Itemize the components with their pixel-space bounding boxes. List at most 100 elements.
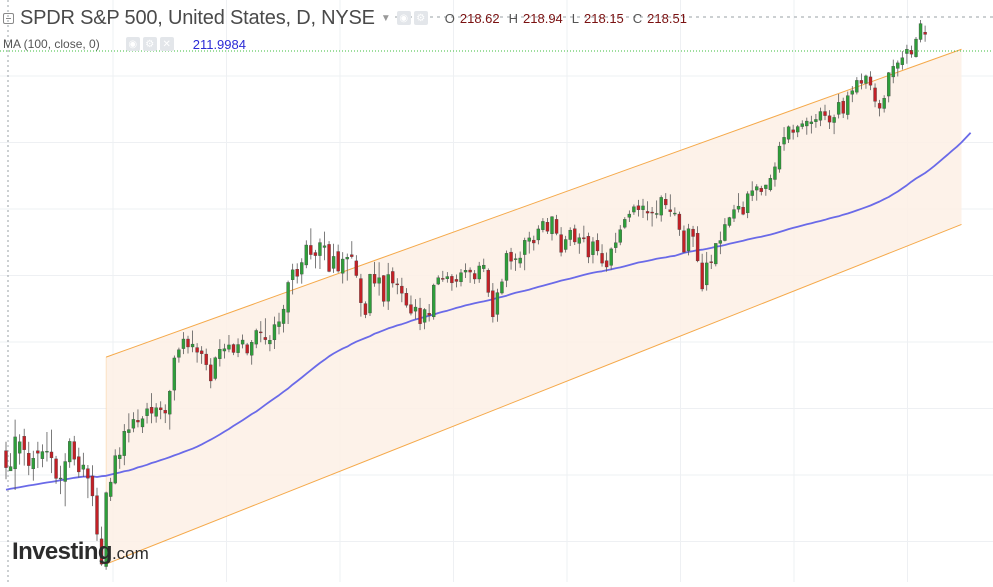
candle-down	[86, 464, 90, 499]
candle-body	[818, 111, 823, 121]
candle-body	[240, 339, 245, 345]
candle-body	[231, 344, 236, 353]
candle-body	[263, 337, 268, 340]
candle-body	[732, 209, 736, 219]
ma-indicator-label[interactable]: MA (100, close, 0)	[3, 37, 100, 51]
candle-up	[254, 328, 258, 349]
candle-body	[195, 347, 199, 353]
candle-body	[536, 228, 541, 241]
candle-body	[40, 451, 45, 459]
candle-down	[77, 447, 81, 478]
candle-down	[259, 321, 263, 343]
candle-down	[709, 254, 713, 270]
candle-body	[300, 262, 304, 275]
candle-up	[368, 273, 372, 317]
candle-body	[550, 216, 554, 234]
candle-up	[805, 117, 809, 135]
open-value: 218.62	[459, 10, 500, 26]
candle-body	[504, 253, 509, 281]
candle-down	[454, 274, 459, 288]
candle-up	[686, 223, 691, 256]
candle-body	[873, 87, 877, 102]
candle-up	[800, 120, 804, 130]
candle-up	[750, 181, 754, 202]
candle-down	[27, 441, 31, 476]
candle-body	[54, 458, 58, 479]
candle-body	[709, 261, 713, 263]
candle-up	[523, 237, 527, 271]
candle-down	[823, 104, 827, 121]
candle-body	[363, 303, 368, 315]
candle-body	[400, 285, 404, 294]
candle-down	[395, 278, 399, 295]
candle-body	[650, 211, 654, 214]
candle-body	[541, 221, 545, 230]
candle-down	[486, 268, 490, 297]
candle-up	[896, 60, 900, 77]
candle-up	[8, 453, 13, 472]
channel-upper-line	[105, 48, 962, 358]
candle-body	[304, 244, 308, 266]
candle-body	[773, 166, 777, 180]
candle-body	[472, 273, 477, 280]
candle-down	[645, 201, 650, 221]
candle-body	[645, 211, 650, 214]
candle-body	[491, 290, 495, 318]
candle-body	[409, 304, 413, 314]
candle-up	[290, 263, 295, 295]
candle-down	[372, 261, 377, 287]
candle-down	[859, 73, 864, 90]
candle-up	[623, 217, 627, 229]
candle-up	[786, 125, 791, 144]
candle-up	[550, 216, 554, 241]
candle-body	[268, 340, 272, 345]
candle-body	[827, 115, 832, 123]
candle-body	[673, 212, 677, 215]
investing-logo[interactable]: Investing .com	[12, 538, 149, 566]
candle-body	[741, 206, 745, 215]
candle-up	[641, 198, 645, 218]
high-label: H	[508, 10, 519, 26]
candle-down	[595, 233, 600, 256]
ma-remove-icon[interactable]: ✕	[159, 37, 174, 51]
candle-down	[199, 346, 204, 364]
candle-up	[914, 37, 918, 58]
symbol-settings-icon[interactable]: ⚙	[413, 11, 428, 25]
candle-body	[413, 306, 418, 312]
candle-body	[168, 391, 172, 415]
candle-up	[140, 416, 145, 434]
symbol-title[interactable]: SPDR S&P 500, United States, D, NYSE	[20, 6, 375, 29]
candle-up	[322, 231, 327, 261]
candle-up	[654, 200, 659, 219]
candlestick-series	[4, 19, 927, 570]
candle-body	[823, 111, 827, 116]
candle-up	[832, 114, 836, 135]
candle-up	[68, 438, 72, 468]
candle-up	[495, 288, 500, 322]
symbol-legend-row: SPDR S&P 500, United States, D, NYSE ▼ ◉…	[3, 6, 696, 30]
candle-up	[891, 59, 895, 84]
candle-body	[632, 206, 636, 213]
channel-fill	[106, 49, 962, 565]
candle-up	[213, 356, 217, 381]
candle-up	[45, 432, 49, 462]
candle-up	[591, 237, 595, 264]
ma-visibility-icon[interactable]: ◉	[125, 37, 140, 51]
candle-up	[504, 250, 509, 288]
low-value: 218.15	[584, 10, 624, 26]
ma-settings-icon[interactable]: ⚙	[142, 37, 157, 51]
symbol-dropdown-icon[interactable]: ▼	[380, 12, 391, 24]
candle-down	[204, 348, 208, 371]
candle-body	[17, 441, 22, 454]
candle-body	[359, 278, 363, 303]
logo-domain: .com	[111, 544, 149, 563]
candle-up	[632, 204, 636, 215]
symbol-visibility-icon[interactable]: ◉	[396, 11, 411, 25]
candle-body	[254, 330, 258, 345]
collapse-legend-icon[interactable]	[3, 12, 14, 24]
candle-up	[331, 243, 336, 273]
candle-body	[49, 451, 54, 459]
candle-up	[777, 141, 782, 173]
candle-body	[768, 178, 773, 191]
